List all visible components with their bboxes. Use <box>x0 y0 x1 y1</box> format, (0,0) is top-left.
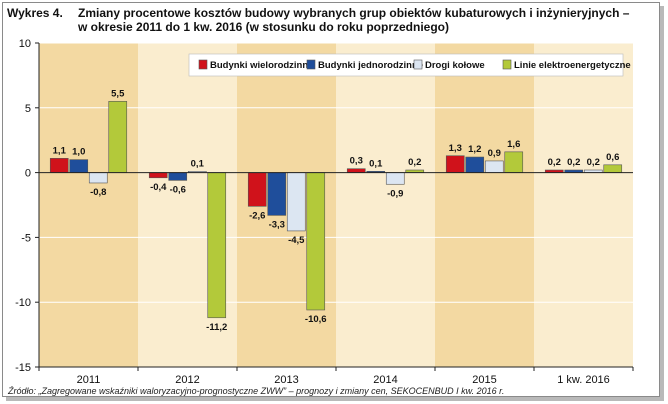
y-tick-label: -10 <box>15 297 31 309</box>
bar <box>484 160 504 173</box>
data-label: 1,0 <box>72 147 85 158</box>
data-label: 0,2 <box>587 157 600 168</box>
bar <box>465 156 485 173</box>
data-label: -3,3 <box>269 219 285 230</box>
x-tick-label: 2013 <box>274 374 298 386</box>
data-label: 1,3 <box>449 143 462 154</box>
bar <box>603 164 623 173</box>
legend-label: Budynki wielorodzinne <box>210 60 313 71</box>
data-label: -10,6 <box>305 314 327 325</box>
bar <box>247 172 267 207</box>
data-label: -11,2 <box>206 322 227 333</box>
category-band <box>39 43 138 367</box>
legend-swatch <box>502 59 512 70</box>
bar-chart: 10 5 0 -5 -10 -15 2011 2012 2013 2014 2015 1 kw. 20… <box>15 38 634 386</box>
bar <box>385 172 405 185</box>
bar <box>69 159 89 173</box>
y-tick-label: -5 <box>21 232 31 244</box>
x-tick-label: 1 kw. 2016 <box>557 374 610 386</box>
bar <box>306 172 326 311</box>
legend-box <box>188 53 624 77</box>
data-label: 1,2 <box>468 144 481 155</box>
bar <box>148 172 168 179</box>
figure-title: Zmiany procentowe kosztów budowy wybrany… <box>78 6 630 34</box>
legend-label: Linie elektroenergetyczne <box>514 60 631 71</box>
data-label: 0,6 <box>606 152 619 163</box>
bar <box>504 151 524 173</box>
category-band <box>336 43 435 367</box>
data-label: 0,1 <box>369 158 383 169</box>
x-tick-label: 2015 <box>472 374 496 386</box>
y-tick-label: 5 <box>25 103 31 115</box>
category-band <box>534 43 633 367</box>
x-tick-label: 2014 <box>373 374 397 386</box>
legend-swatch <box>306 59 316 70</box>
legend-swatch <box>413 59 423 70</box>
bar <box>286 172 306 232</box>
bar <box>49 158 69 173</box>
legend-label: Budynki jednorodzinne <box>318 60 423 71</box>
source-note: Źródło: „Zagregowane wskaźniki waloryzac… <box>8 386 505 396</box>
x-tick-label: 2011 <box>77 374 101 386</box>
bar <box>108 101 128 173</box>
data-label: -2,6 <box>249 210 265 221</box>
data-label: 0,9 <box>488 148 501 159</box>
data-label: 0,2 <box>408 157 421 168</box>
bar <box>445 155 465 173</box>
data-label: 0,3 <box>350 156 363 167</box>
data-label: 0,2 <box>548 157 561 168</box>
legend-swatch <box>198 59 208 70</box>
data-label: 1,1 <box>53 145 67 156</box>
bar <box>267 172 287 216</box>
bar <box>88 172 108 184</box>
data-label: -0,8 <box>90 187 106 198</box>
data-label: 1,6 <box>507 139 520 150</box>
y-tick-label: 0 <box>25 168 31 180</box>
y-tick-label: 10 <box>19 38 31 50</box>
legend: Budynki wielorodzinne Budynki jednorodzin… <box>188 53 631 77</box>
category-band <box>435 43 534 367</box>
data-label: 0,2 <box>567 157 580 168</box>
bar <box>168 172 188 181</box>
data-label: 5,5 <box>111 88 125 99</box>
bar <box>207 172 227 319</box>
chart-frame: Wykres 4. Zmiany procentowe kosztów budo… <box>2 2 660 397</box>
data-label: -0,9 <box>387 188 403 199</box>
x-tick-label: 2012 <box>175 374 199 386</box>
figure-number: Wykres 4. <box>7 6 63 20</box>
data-label: -0,4 <box>150 182 167 193</box>
data-label: -4,5 <box>288 235 305 246</box>
legend-label: Drogi kołowe <box>425 60 485 71</box>
data-label: 0,1 <box>191 158 205 169</box>
data-label: -0,6 <box>170 184 186 195</box>
bar <box>346 168 366 173</box>
y-tick-label: -15 <box>15 362 31 374</box>
